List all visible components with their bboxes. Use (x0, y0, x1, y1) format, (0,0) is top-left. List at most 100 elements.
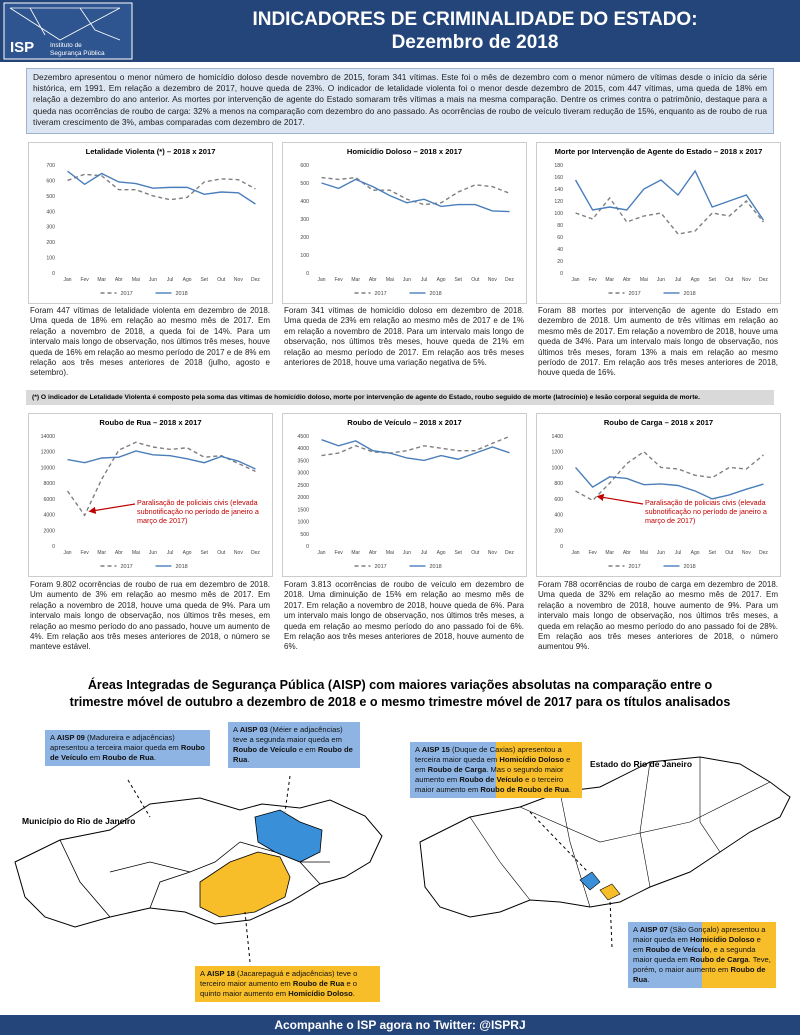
x-tick-label: Jul (167, 277, 173, 283)
y-tick-label: 100 (554, 211, 563, 217)
series-line (321, 435, 510, 457)
callout-text: Roubo de Carga (427, 765, 487, 774)
callout-text: A (200, 969, 207, 978)
series-line (574, 169, 765, 221)
x-tick-label: Jan (64, 277, 72, 283)
x-tick-label: Dez (251, 277, 260, 283)
callout-text: AISP 09 (56, 733, 85, 742)
callout-text: em (87, 753, 103, 762)
callout-text: Homicídio Doloso (499, 755, 564, 764)
x-tick-label: Ago (437, 550, 446, 556)
x-tick-label: Mai (640, 550, 648, 556)
x-tick-label: Jan (318, 277, 326, 283)
y-tick-label: 4500 (297, 434, 309, 440)
x-tick-label: Abr (115, 550, 123, 556)
chart: Letalidade Violenta (*) – 2018 x 2017 0 10… (46, 147, 260, 297)
y-tick-label: 3000 (297, 471, 309, 477)
x-tick-label: Mar (97, 550, 106, 556)
chart-title: Morte por Intervenção de Agente do Estad… (555, 147, 763, 156)
legend-label: 2018 (176, 564, 188, 570)
callout-text: Roubo de Rua (292, 979, 345, 988)
annotation-arrow (596, 493, 644, 505)
x-tick-label: Out (725, 277, 734, 283)
chart-title: Homicídio Doloso – 2018 x 2017 (347, 147, 462, 156)
callout: A AISP 15 (Duque de Caxias) apresentou a… (410, 742, 582, 798)
y-tick-label: 12000 (41, 450, 56, 456)
series-line (575, 466, 764, 500)
y-tick-label: 1500 (297, 507, 309, 513)
y-tick-label: 0 (52, 544, 55, 550)
x-tick-label: Ago (183, 277, 192, 283)
x-tick-label: Mai (132, 550, 140, 556)
callout-text: Roubo de Roubo de Rua (480, 785, 570, 794)
legend-label: 2018 (176, 291, 188, 297)
x-tick-label: Jan (572, 277, 580, 283)
x-tick-label: Nov (742, 550, 751, 556)
x-tick-label: Set (454, 550, 462, 556)
caption: Foram 88 mortes por intervenção de agent… (538, 306, 778, 378)
callout-text: A (415, 745, 422, 754)
y-tick-label: 300 (46, 225, 55, 231)
annotation: Paralisação de policiais civis (elevada … (137, 498, 259, 525)
chart: Roubo de Carga – 2018 x 2017 0 200 400 600 80… (551, 418, 768, 570)
map-label: Município do Rio de Janeiro (22, 816, 135, 826)
y-tick-label: 2000 (297, 495, 309, 501)
y-tick-label: 140 (554, 187, 563, 193)
callout-text: Roubo de Carga (689, 955, 749, 964)
y-tick-label: 80 (557, 223, 563, 229)
y-tick-label: 20 (557, 259, 563, 265)
x-tick-label: Dez (759, 277, 768, 283)
logo-sub: Segurança Pública (50, 50, 105, 57)
footer: Acompanhe o ISP agora no Twitter: @ISPRJ (0, 1015, 800, 1035)
chart-panel: Roubo de Veículo – 2018 x 2017 0 500 1000 15… (282, 413, 527, 577)
callout-text: Roubo de Rua (233, 745, 353, 764)
y-tick-label: 1400 (551, 434, 563, 440)
section-title: trimestre móvel de outubro a dezembro de… (69, 695, 731, 709)
chart-panel: Homicídio Doloso – 2018 x 2017 0 100 200 300… (282, 142, 527, 304)
callout-text: e em (415, 755, 571, 774)
x-tick-label: Mar (605, 550, 614, 556)
series-line (575, 450, 764, 502)
caption: Foram 9.802 ocorrências de roubo de rua … (30, 580, 270, 652)
x-tick-label: Jun (657, 277, 665, 283)
maps: Município do Rio de Janeiro Estado do Ri… (14, 756, 791, 963)
callout-text: AISP 18 (206, 969, 235, 978)
x-tick-label: Nov (488, 277, 497, 283)
callout-text: . (569, 785, 572, 794)
legend-label: 2018 (684, 291, 696, 297)
callout-text: Homicídio Doloso (689, 935, 755, 944)
x-tick-label: Mai (132, 277, 140, 283)
y-tick-label: 400 (554, 513, 563, 519)
callout-text: , e a segunda maior queda em (633, 945, 756, 964)
x-tick-label: Mar (97, 277, 106, 283)
callout-text: . (647, 975, 650, 984)
legend-label: 2017 (121, 564, 133, 570)
chart-title: Roubo de Carga – 2018 x 2017 (604, 418, 713, 427)
callout-text: A (50, 733, 57, 742)
chart: Roubo de Rua – 2018 x 2017 0 2000 4000 6000 8… (41, 418, 261, 570)
x-tick-label: Fev (80, 550, 89, 556)
y-tick-label: 500 (300, 181, 309, 187)
callout-text: e o quinto maior aumento em (200, 979, 357, 998)
y-tick-label: 500 (300, 532, 309, 538)
x-tick-label: Abr (115, 277, 123, 283)
x-tick-label: Ago (183, 550, 192, 556)
callout-text: Roubo de Veículo (233, 745, 297, 754)
chart-panel: Morte por Intervenção de Agente do Estad… (536, 142, 781, 304)
y-tick-label: 400 (300, 199, 309, 205)
series-line (321, 178, 510, 213)
title: Dezembro de 2018 (391, 32, 559, 53)
x-tick-label: Jun (149, 277, 157, 283)
callout-text: (Méier e adjacências) teve a segunda mai… (233, 725, 343, 744)
x-tick-label: Mai (640, 277, 648, 283)
y-tick-label: 1000 (297, 520, 309, 526)
x-tick-label: Nov (742, 277, 751, 283)
y-tick-label: 2500 (297, 483, 309, 489)
y-tick-label: 6000 (43, 497, 55, 503)
callout-text: Roubo de Rua (102, 753, 154, 762)
chart-panel: Roubo de Rua – 2018 x 2017 0 2000 4000 6000 8… (28, 413, 273, 577)
x-tick-label: Mar (605, 277, 614, 283)
x-tick-label: Dez (505, 277, 514, 283)
chart: Roubo de Veículo – 2018 x 2017 0 500 1000 15… (297, 418, 514, 570)
